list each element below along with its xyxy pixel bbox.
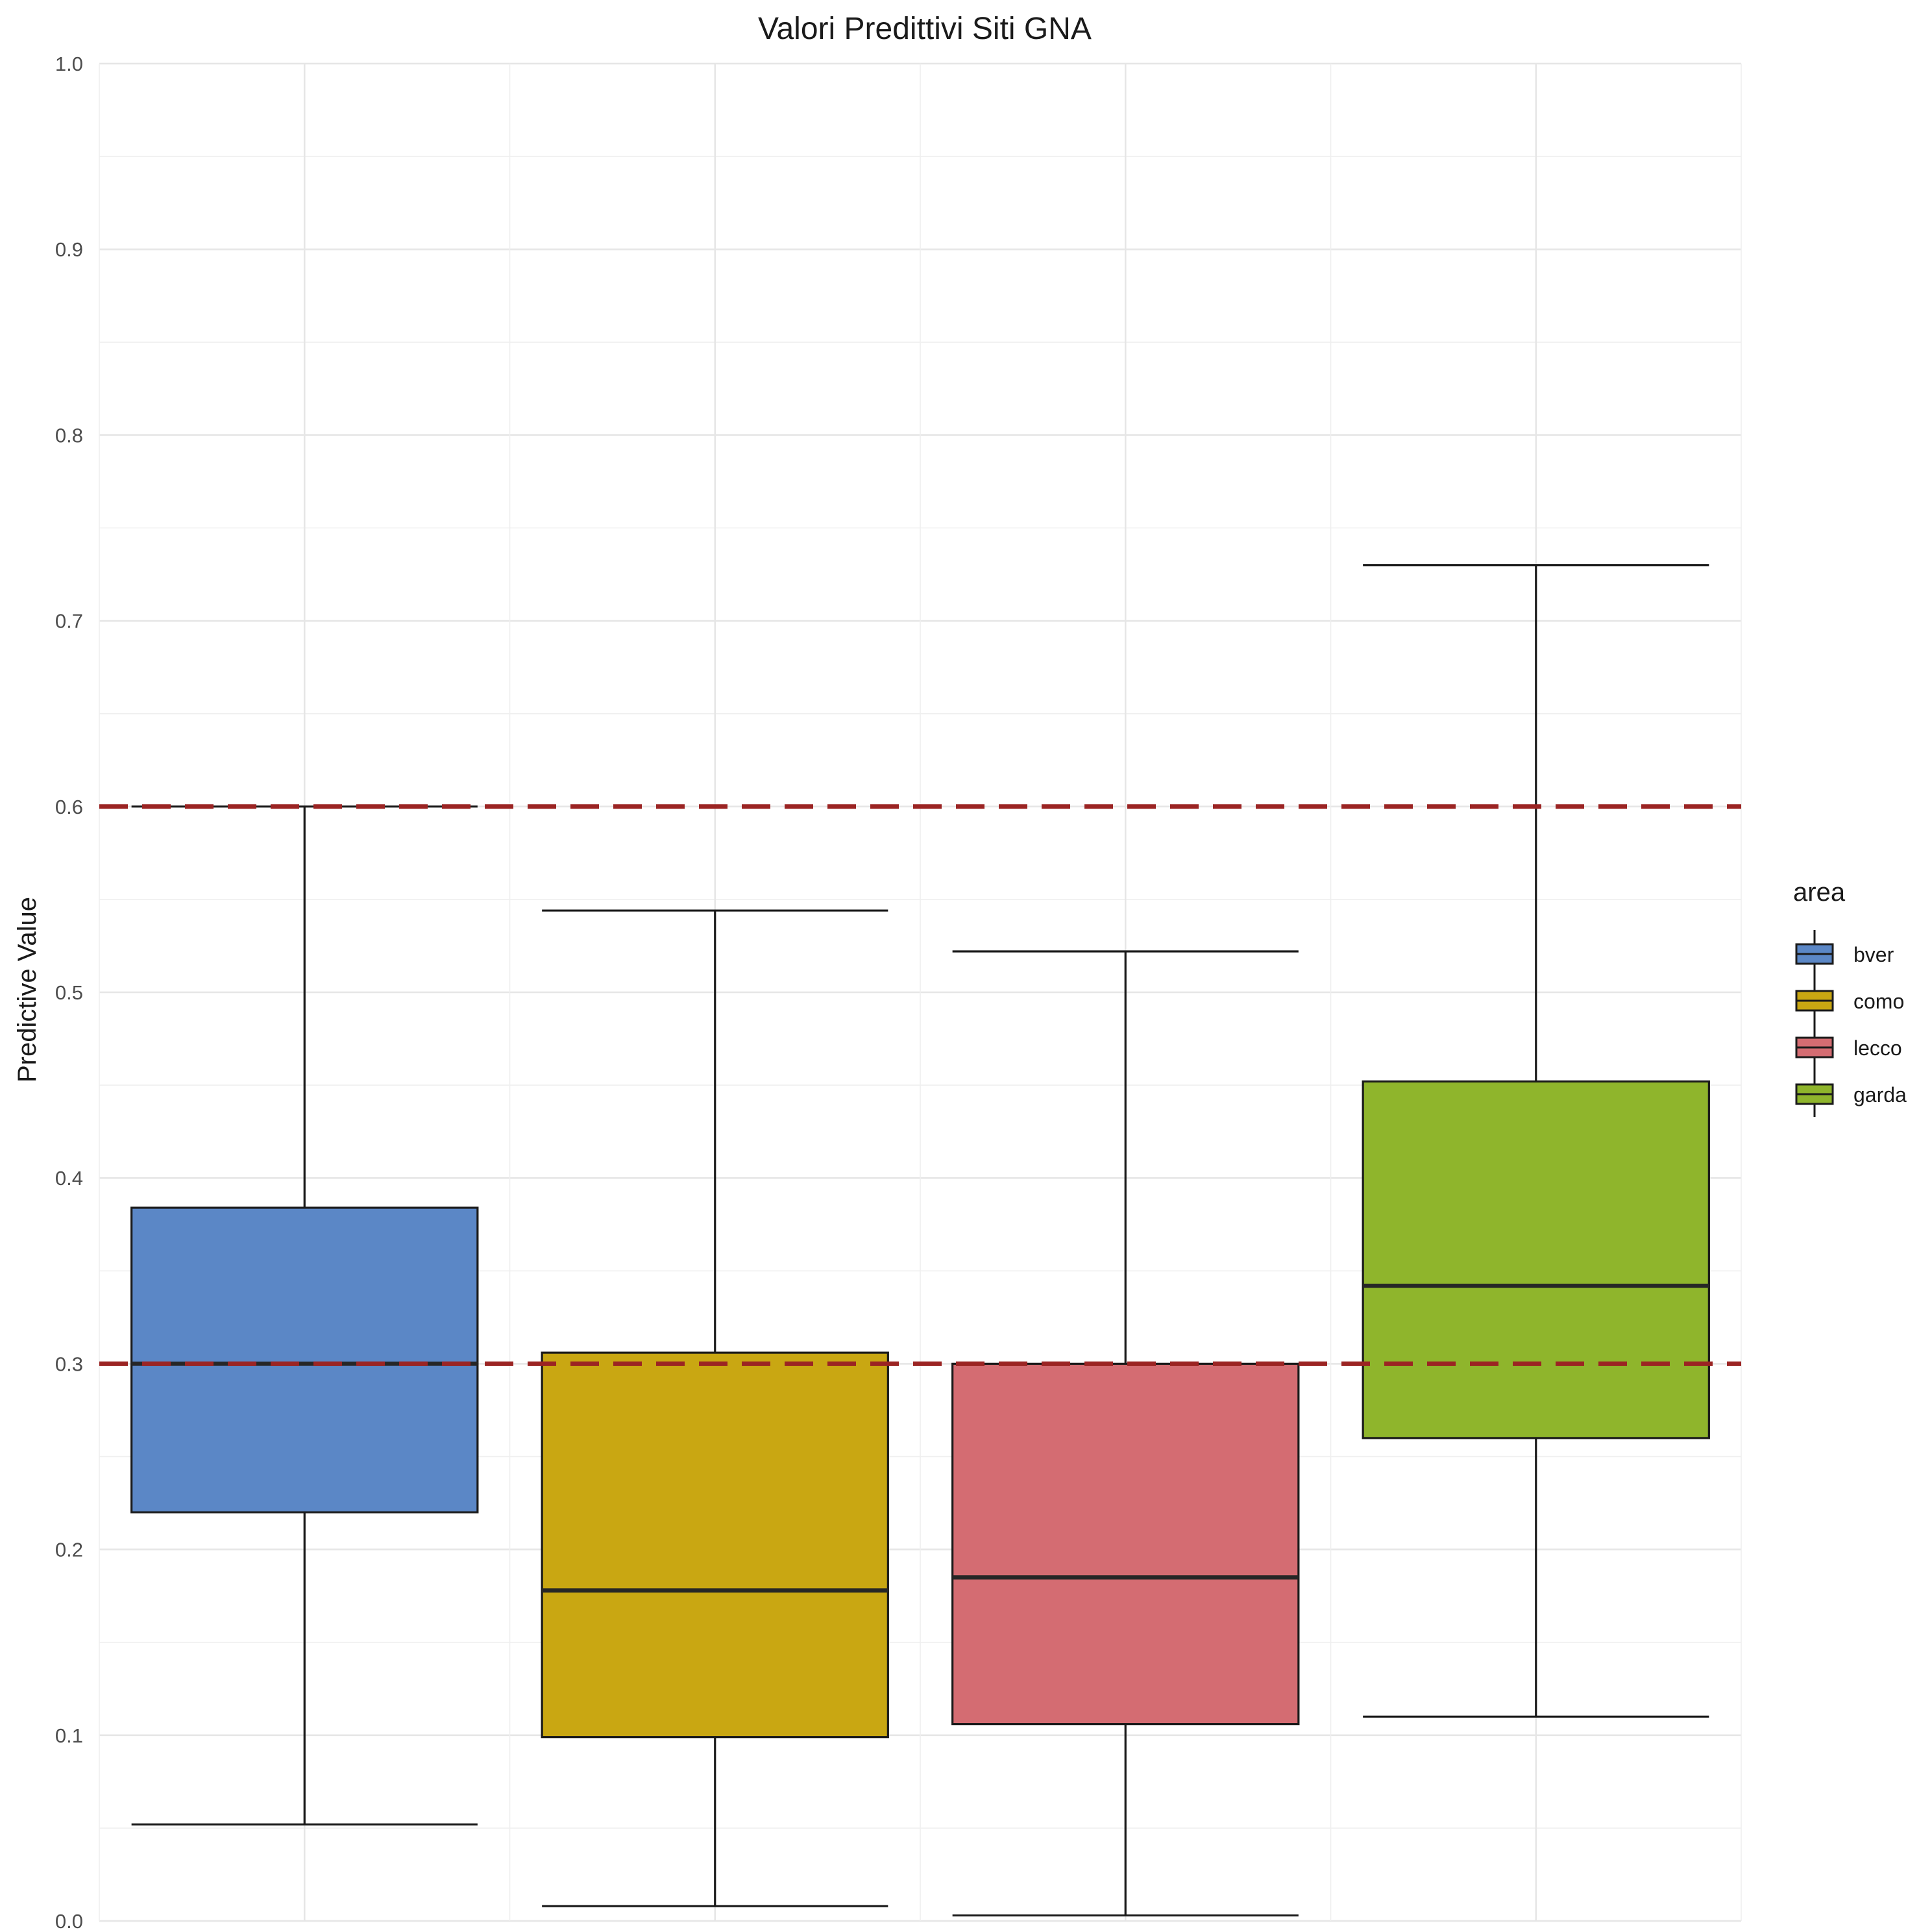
y-axis-ticks: 0.0 0.1 0.2 0.3 0.4 0.5 0.6 0.7 0.8 0.9 1.0 xyxy=(55,53,83,1932)
box-garda xyxy=(1362,564,1710,1718)
y-tick-label: 0.5 xyxy=(55,981,83,1004)
reference-lines xyxy=(99,804,1741,1366)
y-tick-label: 0.0 xyxy=(55,1910,83,1932)
legend-label: como xyxy=(1853,990,1904,1013)
legend-item-bver: bver xyxy=(1795,930,1894,977)
legend-item-garda: garda xyxy=(1795,1070,1907,1117)
box-body xyxy=(951,1362,1300,1726)
chart-title: Valori Predittivi Siti GNA xyxy=(758,12,1092,46)
y-tick-label: 1.0 xyxy=(55,53,83,75)
y-axis-title: Predictive Value xyxy=(13,897,42,1082)
y-tick-label: 0.8 xyxy=(55,424,83,446)
grid xyxy=(99,62,1742,1922)
box-bver xyxy=(130,805,479,1826)
legend-item-como: como xyxy=(1795,977,1904,1023)
y-tick-label: 0.9 xyxy=(55,238,83,261)
legend: area bver como lecco garda xyxy=(1793,878,1907,1117)
y-tick-label: 0.1 xyxy=(55,1724,83,1747)
boxes xyxy=(130,564,1710,1917)
y-tick-label: 0.2 xyxy=(55,1539,83,1561)
legend-item-lecco: lecco xyxy=(1795,1023,1902,1070)
box-body xyxy=(1362,1080,1710,1439)
box-lecco xyxy=(951,950,1300,1917)
legend-label: lecco xyxy=(1853,1036,1902,1060)
y-tick-label: 0.7 xyxy=(55,610,83,633)
y-tick-label: 0.3 xyxy=(55,1352,83,1375)
y-tick-label: 0.6 xyxy=(55,796,83,818)
y-tick-label: 0.4 xyxy=(55,1167,83,1190)
box-body xyxy=(541,1351,889,1739)
legend-label: bver xyxy=(1853,943,1894,966)
box-body xyxy=(130,1206,479,1513)
box-como xyxy=(541,909,889,1907)
legend-label: garda xyxy=(1853,1083,1907,1107)
legend-title: area xyxy=(1793,878,1846,907)
